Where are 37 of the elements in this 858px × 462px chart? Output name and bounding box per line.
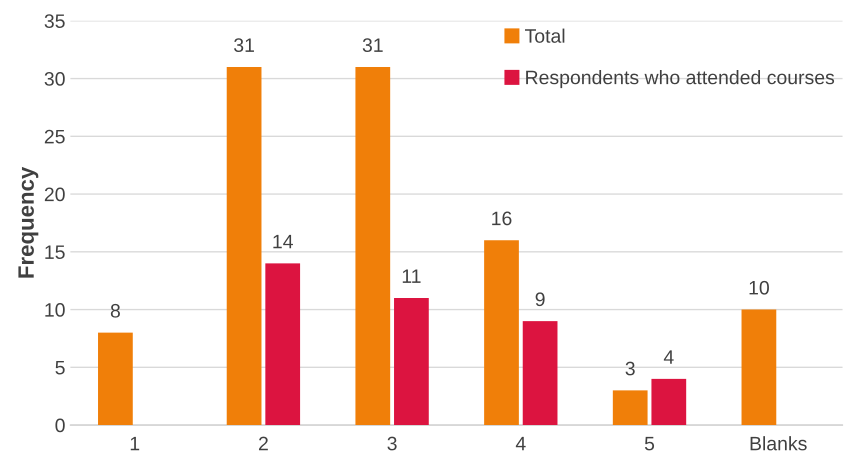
data-label: 9 <box>536 292 545 306</box>
data-label: 8 <box>110 304 120 318</box>
data-label: 14 <box>273 234 293 248</box>
data-label: 11 <box>402 269 421 283</box>
x-tick-label: 2 <box>258 436 268 450</box>
bar <box>265 263 300 426</box>
data-label: 16 <box>492 212 512 226</box>
x-tick-label: 1 <box>130 436 140 450</box>
data-label: 10 <box>750 280 769 295</box>
x-tick-label: 3 <box>387 436 397 450</box>
bar <box>484 240 519 426</box>
bar <box>394 298 429 426</box>
bar <box>742 310 776 426</box>
legend-label: Total <box>525 28 564 43</box>
bar <box>226 66 262 426</box>
bar <box>522 321 558 426</box>
x-tick-label: 5 <box>644 436 654 450</box>
y-axis-title: Frequency <box>18 166 38 278</box>
y-tick-label: 15 <box>45 245 65 260</box>
bar <box>612 390 648 426</box>
y-tick-label: 20 <box>44 188 65 202</box>
y-tick-label: 35 <box>44 14 65 28</box>
y-tick-label: 5 <box>55 360 65 375</box>
legend-label: Respondents who attended courses <box>526 70 834 88</box>
bar <box>355 66 390 426</box>
y-tick-label: 25 <box>44 130 65 144</box>
y-tick-label: 30 <box>44 72 65 86</box>
data-label: 31 <box>362 38 383 52</box>
data-label: 31 <box>234 38 254 52</box>
x-tick-label: 4 <box>516 436 526 450</box>
x-tick-label: Blanks <box>750 436 807 450</box>
y-tick-label: 10 <box>45 303 65 317</box>
bar <box>651 378 686 426</box>
data-label: 3 <box>626 362 635 376</box>
data-label: 4 <box>664 350 674 364</box>
y-tick-label: 0 <box>55 418 65 432</box>
bar <box>98 332 133 426</box>
